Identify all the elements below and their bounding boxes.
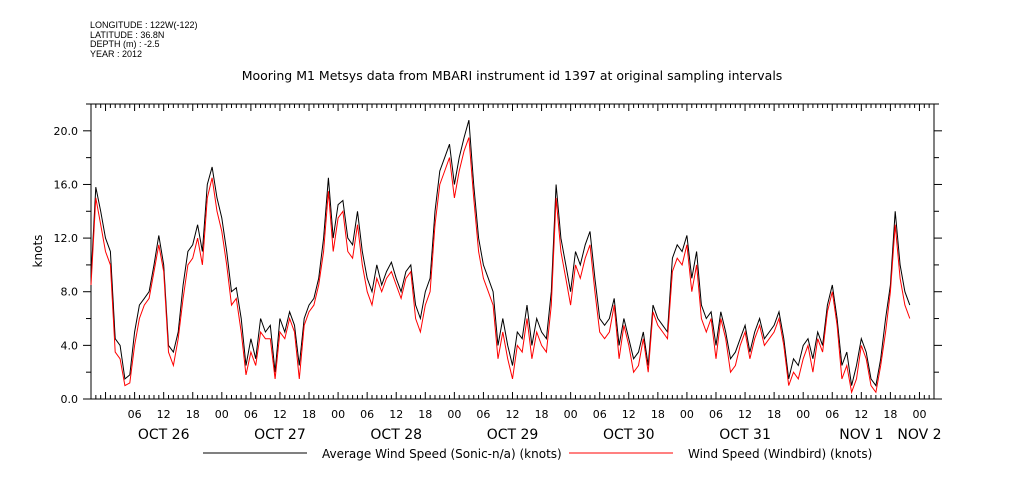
x-tick-label: 18: [418, 408, 432, 421]
x-day-label: OCT 26: [138, 427, 190, 443]
y-tick-label: 4.0: [61, 339, 79, 352]
metadata-block: LONGITUDE : 122W(-122) LATITUDE : 36.8N …: [90, 20, 198, 59]
x-tick-label: 06: [593, 408, 607, 421]
x-tick-label: 06: [360, 408, 374, 421]
x-day-label: NOV 1: [839, 427, 883, 443]
x-tick-label: 12: [854, 408, 868, 421]
x-tick-label: 12: [389, 408, 403, 421]
x-day-label: OCT 31: [719, 427, 771, 443]
x-tick-label: 18: [302, 408, 316, 421]
x-tick-label: 00: [796, 408, 810, 421]
y-tick-label: 0.0: [61, 393, 79, 406]
x-tick-label: 06: [128, 408, 142, 421]
y-tick-label: 12.0: [54, 232, 79, 245]
x-tick-label: 12: [506, 408, 520, 421]
x-day-label: OCT 29: [487, 427, 539, 443]
longitude-text: LONGITUDE : 122W(-122): [90, 20, 198, 30]
x-tick-label: 12: [622, 408, 636, 421]
x-day-label: NOV 2: [897, 427, 941, 443]
x-tick-label: 18: [535, 408, 549, 421]
x-tick-label: 06: [476, 408, 490, 421]
x-tick-label: 18: [767, 408, 781, 421]
legend-label-average: Average Wind Speed (Sonic-n/a) (knots): [322, 447, 562, 461]
legend: Average Wind Speed (Sonic-n/a) (knots) W…: [203, 447, 872, 461]
x-tick-label: 00: [564, 408, 578, 421]
x-day-label: OCT 28: [370, 427, 422, 443]
x-tick-label: 00: [331, 408, 345, 421]
x-tick-label: 00: [680, 408, 694, 421]
y-tick-labels: 0.0 4.0 8.0 12.0 16.0 20.0: [54, 125, 79, 406]
x-tick-label: 00: [447, 408, 461, 421]
series-line-average-wind-speed: [90, 119, 911, 387]
x-tick-label: 00: [912, 408, 926, 421]
x-tick-label: 18: [186, 408, 200, 421]
x-tick-label: 06: [244, 408, 258, 421]
x-day-label: OCT 30: [603, 427, 655, 443]
y-tick-label: 20.0: [54, 125, 79, 138]
x-tick-label: 06: [709, 408, 723, 421]
axis-ticks: [83, 103, 942, 400]
y-axis-label: knots: [31, 235, 45, 268]
series-line-windbird-wind-speed: [90, 137, 911, 395]
plot-frame: [90, 103, 935, 400]
x-tick-label: 12: [738, 408, 752, 421]
y-tick-label: 8.0: [61, 286, 79, 299]
x-tick-label: 12: [157, 408, 171, 421]
y-tick-label: 16.0: [54, 178, 79, 191]
year-text: YEAR : 2012: [90, 48, 143, 59]
x-tick-label: 18: [651, 408, 665, 421]
x-tick-label: 06: [825, 408, 839, 421]
x-tick-label: 12: [273, 408, 287, 421]
x-day-labels: OCT 26 OCT 27 OCT 28 OCT 29 OCT 30 OCT 31 NOV …: [138, 427, 942, 443]
x-tick-label: 00: [215, 408, 229, 421]
depth-text: DEPTH (m) : -2.5: [90, 39, 160, 49]
x-tick-labels: 06 12 18 00 06 12 18 00 06 12 18 00 06 12 18 00 06 12 18 00…: [128, 408, 927, 421]
x-day-label: OCT 27: [254, 427, 306, 443]
chart-title: Mooring M1 Metsys data from MBARI instru…: [242, 68, 783, 83]
legend-label-windbird: Wind Speed (Windbird) (knots): [688, 447, 872, 461]
latitude-text: LATITUDE : 36.8N: [90, 29, 165, 40]
x-tick-label: 18: [883, 408, 897, 421]
